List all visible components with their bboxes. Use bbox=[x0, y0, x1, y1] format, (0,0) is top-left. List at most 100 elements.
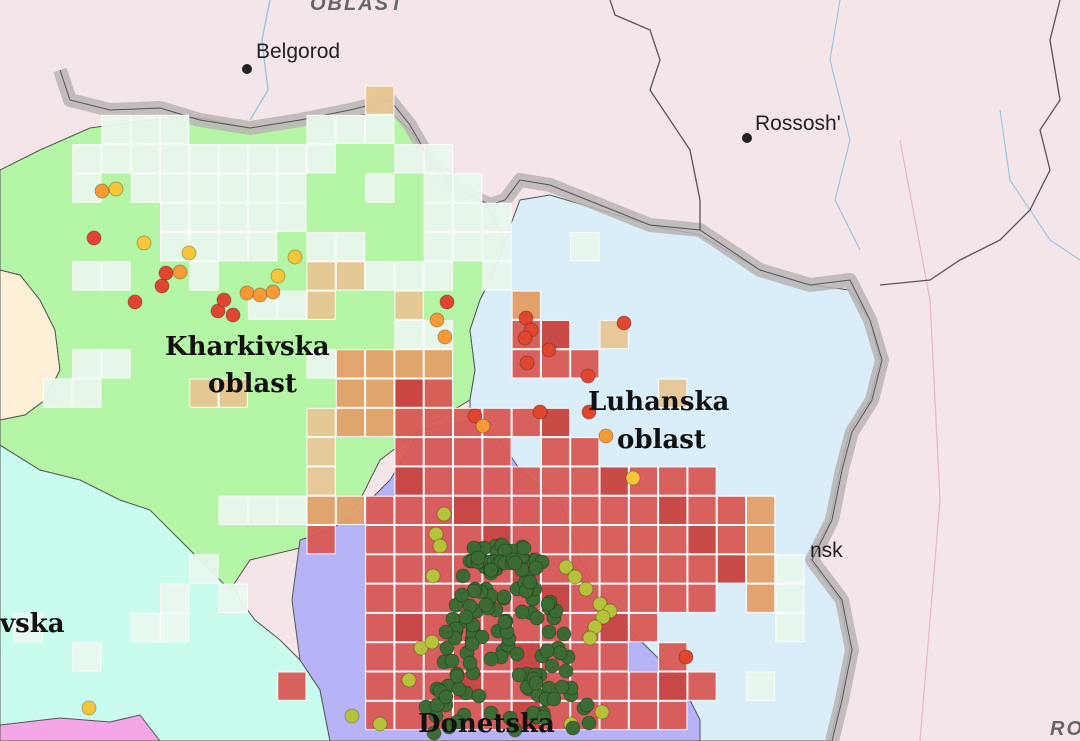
event-dot-red[interactable] bbox=[532, 404, 548, 420]
event-dot-green[interactable] bbox=[426, 725, 442, 741]
event-dot-green[interactable] bbox=[464, 636, 480, 652]
event-dot-orange[interactable] bbox=[239, 285, 255, 301]
event-dot-green[interactable] bbox=[544, 658, 560, 674]
event-dot-green[interactable] bbox=[528, 675, 544, 691]
event-dot-olive[interactable] bbox=[425, 568, 441, 584]
event-dot-orange[interactable] bbox=[598, 428, 614, 444]
event-dot-red[interactable] bbox=[216, 292, 232, 308]
event-dot-olive[interactable] bbox=[372, 716, 388, 732]
event-dot-red[interactable] bbox=[86, 230, 102, 246]
event-dot-olive[interactable] bbox=[401, 672, 417, 688]
event-dot-red[interactable] bbox=[439, 294, 455, 310]
grid-cell-severe bbox=[482, 495, 512, 526]
event-dot-olive[interactable] bbox=[595, 609, 611, 625]
event-dot-green[interactable] bbox=[554, 679, 570, 695]
event-dot-green[interactable] bbox=[470, 550, 486, 566]
event-dot-olive[interactable] bbox=[567, 569, 583, 585]
event-dot-orange[interactable] bbox=[429, 312, 445, 328]
event-dot-olive[interactable] bbox=[578, 581, 594, 597]
event-dot-red[interactable] bbox=[154, 278, 170, 294]
event-dot-red[interactable] bbox=[210, 303, 226, 319]
event-dot-green[interactable] bbox=[565, 720, 581, 736]
event-dot-red[interactable] bbox=[225, 307, 241, 323]
event-dot-green[interactable] bbox=[581, 715, 597, 731]
event-dot-green[interactable] bbox=[552, 645, 568, 661]
event-dot-green[interactable] bbox=[449, 714, 465, 730]
event-dot-red[interactable] bbox=[580, 368, 596, 384]
event-dot-olive[interactable] bbox=[558, 559, 574, 575]
event-dot-green[interactable] bbox=[497, 614, 513, 630]
event-dot-orange[interactable] bbox=[252, 287, 268, 303]
event-dot-yellow[interactable] bbox=[181, 245, 197, 261]
event-dot-red[interactable] bbox=[518, 310, 534, 326]
event-dot-yellow[interactable] bbox=[108, 181, 124, 197]
event-dot-green[interactable] bbox=[507, 722, 523, 738]
event-dot-olive[interactable] bbox=[344, 708, 360, 724]
event-dot-green[interactable] bbox=[514, 604, 530, 620]
rossosh-marker[interactable] bbox=[742, 133, 752, 143]
event-dot-red[interactable] bbox=[541, 342, 557, 358]
event-dot-green[interactable] bbox=[444, 653, 460, 669]
event-dot-green[interactable] bbox=[516, 540, 532, 556]
event-dot-green[interactable] bbox=[528, 560, 544, 576]
event-dot-green[interactable] bbox=[483, 705, 499, 721]
event-dot-green[interactable] bbox=[474, 629, 490, 645]
event-dot-green[interactable] bbox=[438, 689, 454, 705]
event-dot-green[interactable] bbox=[454, 587, 470, 603]
event-dot-green[interactable] bbox=[496, 589, 512, 605]
event-dot-green[interactable] bbox=[478, 597, 494, 613]
event-dot-orange[interactable] bbox=[265, 284, 281, 300]
event-dot-green[interactable] bbox=[483, 651, 499, 667]
event-dot-green[interactable] bbox=[556, 626, 572, 642]
event-dot-green[interactable] bbox=[522, 574, 538, 590]
event-dot-green[interactable] bbox=[439, 640, 455, 656]
event-dot-olive[interactable] bbox=[436, 506, 452, 522]
event-dot-green[interactable] bbox=[451, 681, 467, 697]
event-dot-orange[interactable] bbox=[475, 418, 491, 434]
event-dot-red[interactable] bbox=[517, 330, 533, 346]
grid-cell-severe bbox=[687, 495, 717, 526]
event-dot-green[interactable] bbox=[529, 610, 545, 626]
event-dot-green[interactable] bbox=[579, 697, 595, 713]
event-dot-yellow[interactable] bbox=[136, 235, 152, 251]
event-dot-red[interactable] bbox=[678, 649, 694, 665]
event-dot-green[interactable] bbox=[455, 568, 471, 584]
event-dot-red[interactable] bbox=[127, 294, 143, 310]
event-dot-green[interactable] bbox=[558, 663, 574, 679]
event-dot-green[interactable] bbox=[438, 624, 454, 640]
event-dot-green[interactable] bbox=[458, 609, 474, 625]
event-dot-red[interactable] bbox=[616, 315, 632, 331]
event-dot-orange[interactable] bbox=[94, 183, 110, 199]
event-dot-yellow[interactable] bbox=[81, 700, 97, 716]
event-dot-green[interactable] bbox=[511, 667, 527, 683]
event-dot-green[interactable] bbox=[449, 668, 465, 684]
event-dot-green[interactable] bbox=[536, 709, 552, 725]
event-dot-olive[interactable] bbox=[594, 704, 610, 720]
event-dot-green[interactable] bbox=[507, 555, 523, 571]
event-dot-olive[interactable] bbox=[424, 634, 440, 650]
belgorod-marker[interactable] bbox=[242, 64, 252, 74]
event-dot-olive[interactable] bbox=[582, 630, 598, 646]
event-dot-red[interactable] bbox=[467, 408, 483, 424]
event-dot-green[interactable] bbox=[502, 710, 518, 726]
event-dot-green[interactable] bbox=[546, 691, 562, 707]
event-dot-green[interactable] bbox=[462, 655, 478, 671]
event-dot-orange[interactable] bbox=[437, 329, 453, 345]
event-dot-green[interactable] bbox=[429, 697, 445, 713]
event-dot-orange[interactable] bbox=[172, 264, 188, 280]
event-dot-green[interactable] bbox=[539, 643, 555, 659]
event-dot-red[interactable] bbox=[158, 265, 174, 281]
event-dot-yellow[interactable] bbox=[625, 470, 641, 486]
event-dot-green[interactable] bbox=[509, 646, 525, 662]
event-dot-green[interactable] bbox=[471, 688, 487, 704]
event-dot-green[interactable] bbox=[483, 562, 499, 578]
event-dot-yellow[interactable] bbox=[287, 249, 303, 265]
event-dot-green[interactable] bbox=[540, 596, 556, 612]
event-dot-olive[interactable] bbox=[413, 640, 429, 656]
event-dot-red[interactable] bbox=[519, 355, 535, 371]
event-dot-green[interactable] bbox=[541, 624, 557, 640]
event-dot-olive[interactable] bbox=[432, 538, 448, 554]
event-dot-yellow[interactable] bbox=[270, 268, 286, 284]
event-dot-red[interactable] bbox=[581, 404, 597, 420]
